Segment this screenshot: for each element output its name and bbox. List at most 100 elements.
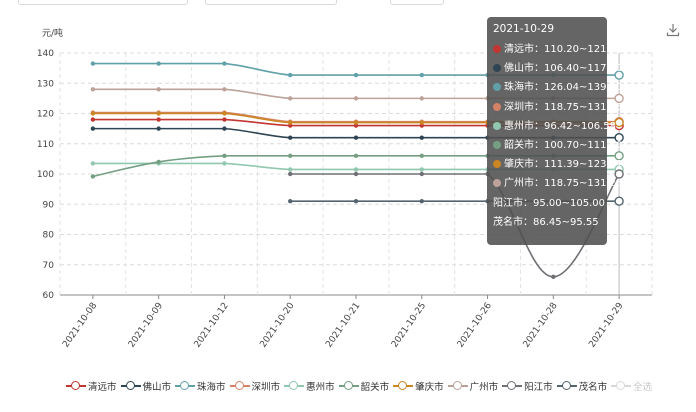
legend-marker-icon — [229, 381, 250, 391]
data-point — [222, 126, 227, 131]
chart-tooltip: 2021-10-29 清远市：110.20~121.80 佛山市：106.40~1… — [487, 17, 622, 245]
download-icon[interactable] — [666, 22, 680, 37]
toolbar-control[interactable] — [18, 0, 188, 5]
x-tick-label: 2021-10-25 — [390, 301, 428, 350]
y-axis-label: 元/吨 — [42, 27, 63, 39]
data-point — [90, 61, 96, 66]
toolbar-control[interactable] — [205, 0, 337, 5]
legend-marker-icon — [284, 381, 305, 391]
data-point — [156, 117, 161, 122]
y-tick-label: 90 — [43, 200, 55, 210]
data-point — [156, 126, 161, 131]
legend-label: 阳江市 — [524, 382, 553, 393]
tooltip-row-text: 深圳市：118.75~131.25 — [504, 101, 623, 113]
data-point — [288, 72, 293, 78]
data-point — [90, 117, 96, 122]
data-point — [222, 87, 227, 92]
legend-item[interactable]: 茂名市 — [556, 379, 607, 393]
data-point — [156, 61, 161, 66]
tooltip-row-text: 惠州市：96.42~106.58 — [504, 120, 616, 132]
legend-marker-icon — [447, 381, 468, 391]
data-point — [353, 153, 359, 159]
data-point — [419, 199, 424, 204]
tooltip-series-dot — [493, 160, 501, 169]
tooltip-series-dot — [493, 140, 501, 149]
data-point — [419, 120, 424, 125]
legend-item[interactable]: 深圳市 — [229, 379, 281, 393]
tooltip-series-dot — [493, 83, 501, 92]
data-point — [419, 135, 424, 140]
legend-marker-icon — [611, 381, 632, 391]
tooltip-row: 深圳市：118.75~131.25 — [493, 98, 622, 117]
legend-item[interactable]: 肇庆市 — [393, 379, 444, 393]
data-point — [419, 171, 424, 177]
data-point — [614, 151, 624, 161]
data-point — [156, 111, 161, 116]
tooltip-row: 珠海市：126.04~139.30 — [493, 78, 622, 97]
data-point — [419, 72, 424, 78]
data-point — [156, 159, 161, 165]
legend-label: 广州市 — [469, 382, 499, 393]
tooltip-row: 清远市：110.20~121.80 — [493, 40, 622, 59]
data-point — [288, 171, 293, 177]
legend-marker-icon — [175, 381, 196, 391]
tooltip-row: 惠州市：96.42~106.58 — [493, 117, 616, 136]
tooltip-row-text: 珠海市：126.04~139.30 — [504, 82, 623, 94]
data-point — [614, 169, 624, 179]
data-point — [614, 70, 624, 80]
tooltip-row-text: 茂名市：86.45~95.55 — [493, 216, 599, 228]
x-tick-label: 2021-10-21 — [324, 301, 362, 350]
tooltip-series-dot — [493, 102, 501, 111]
legend-label: 深圳市 — [251, 382, 281, 393]
data-point — [419, 153, 424, 159]
legend-label: 佛山市 — [142, 382, 172, 393]
legend-label: 惠州市 — [306, 382, 335, 393]
legend-item[interactable]: 佛山市 — [120, 379, 172, 393]
data-point — [614, 93, 624, 104]
legend-item[interactable]: 惠州市 — [284, 379, 335, 393]
legend-item[interactable]: 韶关市 — [338, 379, 389, 393]
data-point — [353, 135, 359, 140]
data-point — [353, 199, 359, 204]
data-point — [156, 87, 161, 92]
y-tick-label: 110 — [37, 140, 54, 150]
legend-item[interactable]: 广州市 — [447, 379, 499, 393]
tooltip-row-text: 广州市：118.75~131.25 — [504, 178, 623, 190]
legend-select-all[interactable]: 全选 — [611, 379, 652, 393]
data-point — [90, 111, 96, 116]
legend-label: 清远市 — [88, 382, 117, 393]
y-tick-label: 130 — [37, 79, 54, 89]
data-point — [90, 126, 96, 131]
tooltip-row-text: 肇庆市：111.39~123.11 — [504, 159, 623, 171]
legend-label: 全选 — [633, 382, 653, 393]
tooltip-row: 茂名市：86.45~95.55 — [493, 213, 601, 232]
y-tick-label: 70 — [43, 261, 55, 271]
legend-item[interactable]: 阳江市 — [502, 379, 553, 393]
data-point — [551, 274, 556, 280]
legend-label: 珠海市 — [197, 382, 226, 393]
tooltip-row-text: 佛山市：106.40~117.60 — [504, 63, 623, 75]
legend-label: 肇庆市 — [415, 382, 444, 393]
legend-item[interactable]: 清远市 — [66, 379, 117, 393]
chart-legend: 清远市 佛山市 珠海市 深圳市 惠州市 韶关市 肇庆市 广州市 阳江市 茂名市 全选 — [66, 378, 656, 394]
data-point — [288, 153, 293, 159]
legend-marker-icon — [66, 381, 86, 391]
tooltip-row: 广州市：118.75~131.25 — [493, 174, 622, 193]
y-tick-label: 140 — [37, 49, 54, 59]
data-point — [90, 87, 96, 92]
toolbar-control[interactable] — [390, 0, 444, 5]
x-tick-label: 2021-10-26 — [456, 301, 494, 350]
tooltip-row: 肇庆市：111.39~123.11 — [493, 155, 622, 174]
legend-marker-icon — [502, 381, 523, 391]
data-point — [614, 196, 624, 206]
data-point — [353, 72, 359, 78]
legend-item[interactable]: 珠海市 — [175, 379, 226, 393]
legend-marker-icon — [338, 381, 359, 391]
data-point — [288, 199, 293, 204]
tooltip-row-text: 韶关市：100.70~111.30 — [504, 139, 623, 151]
data-point — [288, 120, 293, 125]
tooltip-title: 2021-10-29 — [493, 23, 555, 35]
data-point — [288, 96, 293, 101]
x-tick-label: 2021-10-20 — [258, 301, 296, 350]
tooltip-row-text: 阳江市：95.00~105.00 — [493, 197, 605, 209]
